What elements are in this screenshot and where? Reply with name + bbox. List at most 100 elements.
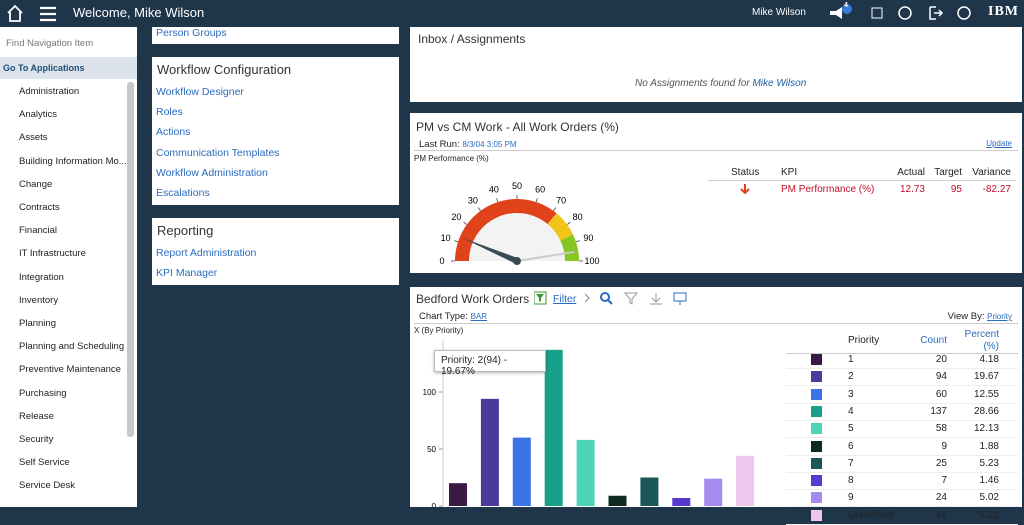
panel-title: Inbox / Assignments <box>418 32 526 46</box>
count: 44 <box>935 509 947 521</box>
logout-icon[interactable] <box>929 6 944 20</box>
filter-link[interactable]: Filter <box>553 293 577 305</box>
gauge-band <box>560 234 579 261</box>
col-head: Actual <box>897 167 925 178</box>
view-by[interactable]: Priority <box>987 312 1012 321</box>
nav-item[interactable]: Integration <box>19 271 64 283</box>
gauge-tick-label: 40 <box>489 185 499 195</box>
chart-type-label: Chart Type: <box>419 311 468 322</box>
header-title: Welcome, Mike Wilson <box>73 5 205 20</box>
last-run-label: Last Run: <box>419 139 460 150</box>
nav-item[interactable]: IT Infrastructure <box>19 248 86 260</box>
nav-item[interactable]: Planning and Scheduling <box>19 341 125 353</box>
bar[interactable] <box>480 398 499 506</box>
bar[interactable] <box>576 439 595 506</box>
priority: 2 <box>848 371 854 383</box>
kpi-name[interactable]: PM Performance (%) <box>781 184 875 195</box>
bar[interactable] <box>672 498 691 506</box>
count: 137 <box>930 405 947 417</box>
nav-item[interactable]: Release <box>19 410 54 422</box>
nav-item[interactable]: Analytics <box>19 109 58 121</box>
update-link[interactable]: Update <box>986 139 1012 148</box>
panel-title: PM vs CM Work - All Work Orders (%) <box>416 120 619 134</box>
user-link[interactable]: Mike Wilson <box>752 78 807 89</box>
percent: 4.18 <box>979 354 999 365</box>
gauge: 0 10 20 30 40 50 60 70 80 90 100 <box>439 181 599 266</box>
nav-item[interactable]: Inventory <box>19 294 59 306</box>
section-title[interactable]: Go To Applications <box>3 63 85 73</box>
report-icon[interactable] <box>871 7 883 19</box>
profile-icon[interactable] <box>898 6 912 20</box>
link[interactable]: Communication Templates <box>156 146 280 159</box>
nav-item[interactable]: Change <box>19 178 53 190</box>
chart-type[interactable]: BAR <box>470 312 488 321</box>
bar[interactable] <box>544 349 563 506</box>
link[interactable]: KPI Manager <box>156 267 218 280</box>
panel-title: Workflow Configuration <box>157 62 292 77</box>
nav-item[interactable]: Financial <box>19 225 58 237</box>
nav-item[interactable]: Self Service <box>19 457 70 469</box>
link[interactable]: Roles <box>156 106 183 119</box>
view-by-label: View By: <box>947 311 985 322</box>
home-icon[interactable] <box>7 4 23 22</box>
bar-chart: 0 50 100 <box>423 340 755 507</box>
legend-swatch <box>811 371 822 383</box>
link[interactable]: Workflow Administration <box>156 166 268 179</box>
link[interactable]: Person Groups <box>156 27 227 39</box>
nav-item[interactable]: Administration <box>19 86 80 97</box>
nav-item[interactable]: Assets <box>19 132 48 144</box>
nav-item[interactable]: Preventive Maintenance <box>19 364 121 376</box>
bar[interactable] <box>640 477 659 507</box>
col-head: Variance <box>972 167 1011 178</box>
status-arrow <box>740 184 750 195</box>
legend-swatch <box>811 509 822 521</box>
nav-item[interactable]: Security <box>19 434 54 445</box>
link[interactable]: Workflow Designer <box>156 86 244 98</box>
gauge-tick-label: 0 <box>439 256 444 266</box>
bar[interactable] <box>449 483 467 506</box>
percent: 9.21 <box>979 509 999 521</box>
bar[interactable] <box>608 495 627 506</box>
user-name[interactable]: Mike Wilson <box>752 7 806 18</box>
search-placeholder[interactable]: Find Navigation Item <box>6 38 94 49</box>
present-icon[interactable] <box>673 292 687 302</box>
chevron[interactable] <box>584 293 590 303</box>
filter-icon[interactable] <box>534 291 547 305</box>
download-icon[interactable] <box>650 293 662 305</box>
menu-icon[interactable] <box>40 6 56 22</box>
notify-icon[interactable] <box>830 7 842 19</box>
bar[interactable] <box>512 437 531 506</box>
gauge-tick-label: 20 <box>451 212 461 222</box>
count: 25 <box>935 457 947 469</box>
nav-item[interactable]: Purchasing <box>19 387 67 399</box>
scrollbar[interactable] <box>127 82 134 437</box>
kpi-actual: 12.73 <box>899 184 925 195</box>
legend-swatch <box>811 405 822 417</box>
link[interactable]: Report Administration <box>156 247 257 259</box>
count: 20 <box>935 354 947 365</box>
bar[interactable] <box>704 478 723 506</box>
gauge-tick <box>496 198 499 203</box>
nav-item[interactable]: Building Information Mo... <box>19 155 127 167</box>
link[interactable]: Actions <box>156 126 191 139</box>
priority: 3 <box>848 388 854 400</box>
y-tick-label: 50 <box>427 445 436 454</box>
bar[interactable] <box>736 455 755 506</box>
search-icon[interactable] <box>600 292 610 302</box>
row-rule <box>786 437 1018 439</box>
clear-filter-icon[interactable] <box>623 292 639 305</box>
tooltip: Priority: 2(94) - 19.67% <box>434 350 546 377</box>
nav-item[interactable]: Planning <box>19 318 56 329</box>
help-icon[interactable] <box>957 6 971 20</box>
gauge-tick-label: 80 <box>573 212 583 222</box>
col-head[interactable]: Count <box>920 335 947 346</box>
nav-item[interactable]: Service Desk <box>19 480 75 492</box>
col-head[interactable]: Percent (%) <box>964 329 999 352</box>
row-rule <box>786 402 1018 404</box>
priority: 9 <box>848 492 854 504</box>
y-tick-label: 100 <box>423 388 437 397</box>
row-rule <box>786 385 1018 387</box>
link[interactable]: Escalations <box>156 187 210 199</box>
nav-item[interactable]: Contracts <box>19 202 60 213</box>
y-axis-label: X (By Priority) <box>414 326 464 335</box>
